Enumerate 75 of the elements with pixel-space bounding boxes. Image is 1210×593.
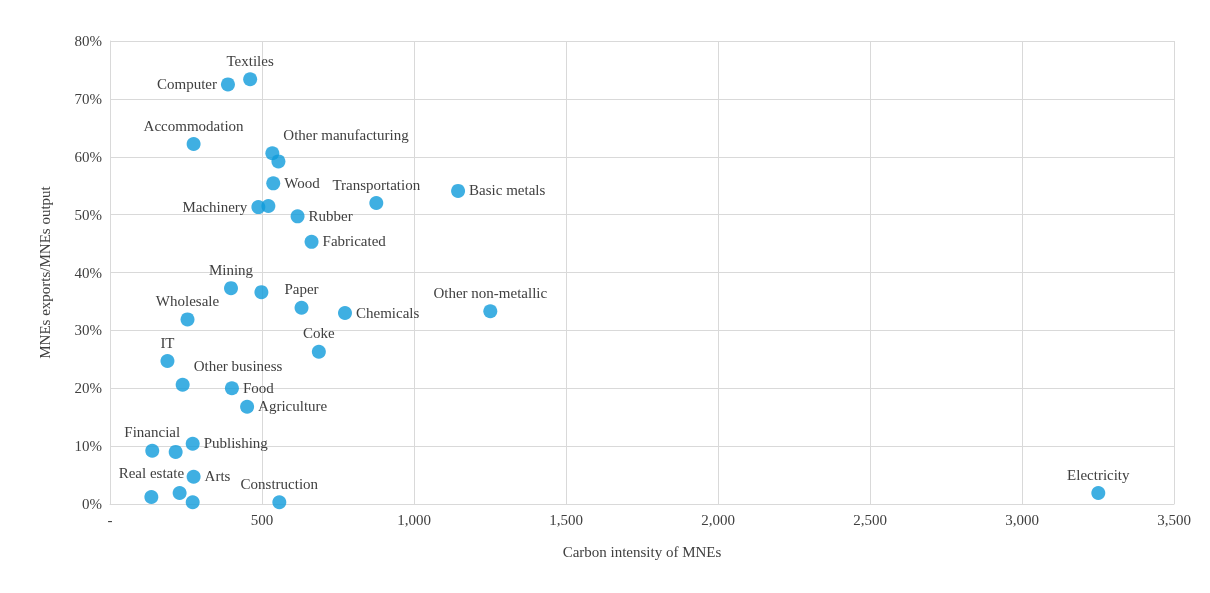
annotation: Other non-metallic xyxy=(433,284,548,301)
point xyxy=(175,377,190,392)
x-tick-label: 500 xyxy=(250,511,274,528)
point xyxy=(185,495,200,510)
point xyxy=(294,300,309,315)
point xyxy=(369,196,384,211)
point xyxy=(261,198,276,213)
annotation: Financial xyxy=(124,424,181,441)
x-axis-title: Carbon intensity of MNEs xyxy=(562,543,722,560)
point xyxy=(483,304,498,319)
point xyxy=(311,344,326,359)
y-tick-label: 50% xyxy=(74,206,102,223)
annotation: Fabricated xyxy=(322,233,387,250)
annotation: Construction xyxy=(240,475,319,492)
annotation: Chemicals xyxy=(355,304,420,321)
annotation: Wholesale xyxy=(155,292,220,309)
point xyxy=(290,209,305,224)
annotation: Wood xyxy=(284,174,321,191)
annotation: Paper xyxy=(284,281,319,298)
annotation: IT xyxy=(160,334,175,351)
point xyxy=(224,381,239,396)
y-axis-title: MNEs exports/MNEs output xyxy=(36,185,53,359)
y-tick-label: 40% xyxy=(74,264,102,281)
annotation: Rubber xyxy=(308,207,353,224)
annotation: Machinery xyxy=(182,198,248,215)
point xyxy=(304,234,319,249)
point xyxy=(185,436,200,451)
point xyxy=(338,306,352,321)
point xyxy=(160,354,175,369)
point xyxy=(254,285,269,300)
point xyxy=(240,399,255,414)
annotation: Agriculture xyxy=(258,398,328,415)
x-tick-label: 1,000 xyxy=(397,511,431,528)
annotation: Coke xyxy=(303,325,336,342)
x-tick-label: 2,500 xyxy=(853,511,887,528)
point xyxy=(186,137,201,152)
point xyxy=(168,444,183,459)
annotation: Mining xyxy=(208,261,254,278)
annotation: Electricity xyxy=(1067,466,1131,483)
x-tick-label: 3,000 xyxy=(1005,511,1039,528)
y-tick-label: 20% xyxy=(74,380,102,397)
x-tick-label: 3,500 xyxy=(1157,511,1191,528)
point xyxy=(272,495,287,510)
y-tick-label: 0% xyxy=(82,496,102,512)
annotation: Computer xyxy=(156,75,217,92)
annotation: Transportation xyxy=(332,176,421,193)
annotation: Basic metals xyxy=(469,182,546,199)
annotation: Other manufacturing xyxy=(283,126,410,143)
annotation: Real estate xyxy=(118,464,185,481)
annotation: Arts xyxy=(204,468,231,485)
annotation: Food xyxy=(242,379,275,396)
annotation: Publishing xyxy=(203,435,269,452)
point xyxy=(224,281,238,296)
annotation: Accommodation xyxy=(143,117,245,134)
y-tick-label: 30% xyxy=(74,322,102,339)
annotation: Other business xyxy=(193,358,283,375)
x-tick-label: 2,000 xyxy=(701,511,735,528)
point xyxy=(1091,486,1106,500)
point xyxy=(243,72,258,87)
y-tick-label: 70% xyxy=(74,90,102,107)
point xyxy=(186,469,201,484)
point xyxy=(145,443,160,458)
point xyxy=(451,183,466,198)
x-tick-label: 1,500 xyxy=(549,511,583,528)
point xyxy=(220,77,235,92)
point xyxy=(266,176,281,191)
point xyxy=(144,490,159,505)
y-tick-label: 10% xyxy=(74,438,102,455)
point xyxy=(180,312,195,327)
y-tick-label: 60% xyxy=(74,148,102,165)
y-tick-label: 80% xyxy=(74,33,102,49)
point xyxy=(271,154,286,169)
annotation: Textiles xyxy=(226,52,274,69)
x-tick-label: - xyxy=(107,511,113,528)
point xyxy=(172,486,187,500)
